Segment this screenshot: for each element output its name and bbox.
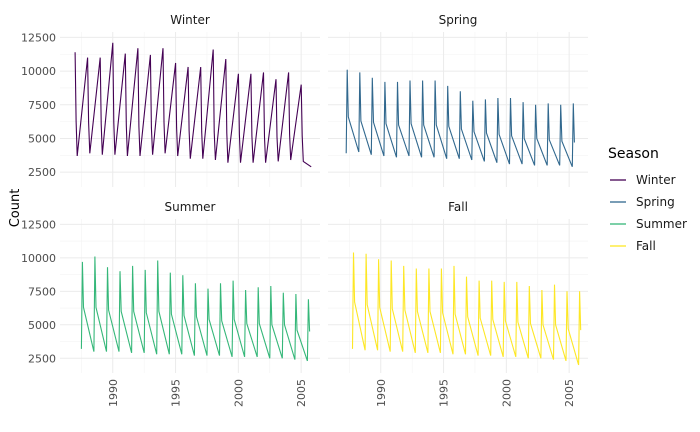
x-tick-label: 1995 xyxy=(170,379,183,407)
y-tick-label: 12500 xyxy=(21,31,56,44)
x-tick-label: 1990 xyxy=(375,379,388,407)
x-axis-left-column: 1990 1995 2000 2005 xyxy=(107,379,308,407)
series-line-summer xyxy=(80,256,311,362)
x-tick-label: 2000 xyxy=(232,379,245,407)
x-tick-label: 2005 xyxy=(563,379,576,407)
legend-label: Spring xyxy=(636,195,675,209)
y-tick-label: 10000 xyxy=(21,252,56,265)
legend-item-summer: Summer xyxy=(610,217,687,231)
y-axis-bottom-row: 2500 5000 7500 10000 12500 xyxy=(21,218,56,365)
legend-label: Summer xyxy=(636,217,687,231)
series-line-winter xyxy=(74,42,312,168)
legend-title: Season xyxy=(608,146,659,162)
y-tick-label: 5000 xyxy=(28,319,56,332)
panel-summer: Summer xyxy=(60,200,320,373)
y-axis-label: Count xyxy=(8,189,23,228)
x-axis-right-column: 1990 1995 2000 2005 xyxy=(375,379,576,407)
y-axis-top-row: 2500 5000 7500 10000 12500 xyxy=(21,31,56,179)
panel-winter: Winter xyxy=(60,13,320,187)
series-line-spring xyxy=(345,69,575,168)
panel-fall: Fall xyxy=(328,200,588,373)
legend-item-fall: Fall xyxy=(610,239,656,253)
y-tick-label: 12500 xyxy=(21,218,56,231)
series-line-fall xyxy=(351,252,582,366)
legend-label: Fall xyxy=(636,239,656,253)
facet-strip-label: Winter xyxy=(170,13,210,27)
y-tick-label: 5000 xyxy=(28,132,56,145)
legend: Season Winter Spring Summer Fall xyxy=(608,146,687,253)
legend-label: Winter xyxy=(636,173,676,187)
panel-spring: Spring xyxy=(328,13,588,187)
y-tick-label: 2500 xyxy=(28,166,56,179)
legend-item-spring: Spring xyxy=(610,195,675,209)
y-tick-label: 10000 xyxy=(21,65,56,78)
y-tick-label: 7500 xyxy=(28,99,56,112)
y-tick-label: 2500 xyxy=(28,352,56,365)
y-tick-label: 7500 xyxy=(28,285,56,298)
facet-strip-label: Summer xyxy=(165,200,216,214)
facet-panels: Winter Spring Summer Fall xyxy=(60,13,588,373)
x-tick-label: 2005 xyxy=(295,379,308,407)
x-tick-label: 1990 xyxy=(107,379,120,407)
x-tick-label: 1995 xyxy=(438,379,451,407)
facet-strip-label: Fall xyxy=(448,200,468,214)
legend-item-winter: Winter xyxy=(610,173,676,187)
facet-strip-label: Spring xyxy=(439,13,478,27)
x-tick-label: 2000 xyxy=(500,379,513,407)
